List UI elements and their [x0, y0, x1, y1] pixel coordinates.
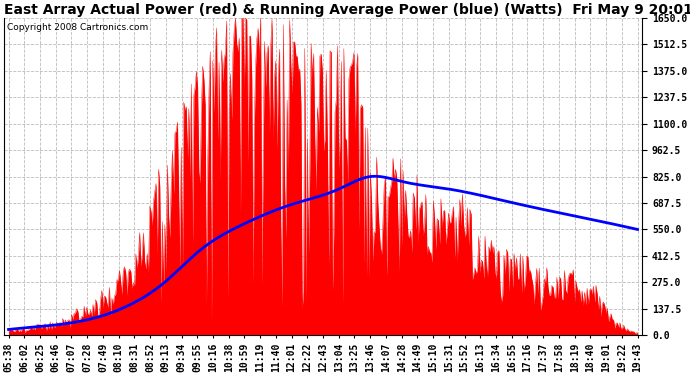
Text: East Array Actual Power (red) & Running Average Power (blue) (Watts)  Fri May 9 : East Array Actual Power (red) & Running … — [4, 3, 690, 17]
Text: Copyright 2008 Cartronics.com: Copyright 2008 Cartronics.com — [7, 23, 148, 32]
